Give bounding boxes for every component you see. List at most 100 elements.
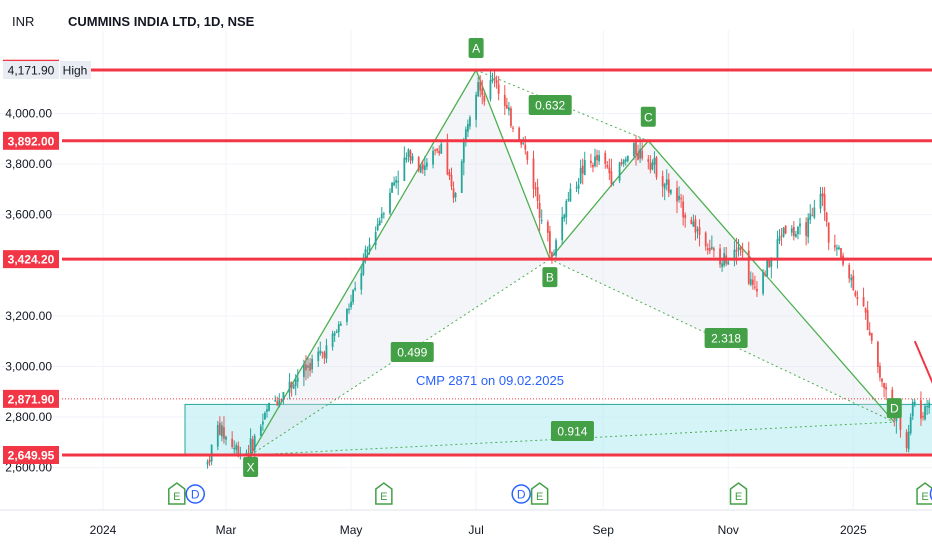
candle-body — [622, 160, 625, 165]
point-b-text: B — [546, 271, 554, 285]
ratio-label-bg — [390, 342, 434, 362]
candle-body — [807, 217, 810, 238]
candle-body — [540, 219, 543, 221]
candle-body — [467, 123, 469, 132]
candle-body — [739, 247, 742, 250]
candle-body — [911, 401, 914, 417]
candle-body — [264, 412, 266, 420]
candle-body — [518, 127, 521, 142]
earnings-marker-text: E — [735, 491, 742, 503]
candle-body — [870, 332, 873, 341]
candle-body — [747, 250, 750, 284]
candle-body — [655, 157, 658, 178]
candle-body — [881, 378, 883, 382]
candle-body — [647, 159, 650, 162]
candle-body — [303, 364, 305, 377]
candle-body — [581, 165, 584, 174]
candle-body — [331, 333, 334, 347]
candle-body — [598, 155, 600, 162]
candle-body — [534, 188, 537, 190]
candle-body — [680, 198, 682, 200]
dividend-marker-text: D — [191, 488, 200, 502]
candle-body — [475, 94, 477, 120]
candle-body — [405, 157, 408, 160]
candle-body — [407, 149, 410, 158]
candle-body — [620, 162, 623, 165]
point-c: C — [640, 106, 656, 127]
candle-body — [450, 175, 453, 187]
candle-body — [409, 150, 412, 161]
candle-body — [460, 161, 463, 193]
candle-body — [770, 259, 773, 267]
candle-body — [223, 427, 225, 439]
point-b-bg — [542, 267, 558, 288]
candle-body — [346, 308, 348, 322]
x-tick-label: 2025 — [840, 523, 867, 537]
candle-body — [913, 401, 916, 404]
candle-body — [288, 381, 291, 393]
candle-body — [676, 187, 678, 202]
candle-body — [491, 78, 494, 82]
candle-body — [438, 150, 441, 154]
candle-body — [350, 301, 352, 308]
candle-body — [282, 391, 285, 400]
x-tick-label: Mar — [216, 523, 237, 537]
candle-body — [417, 157, 420, 171]
candle-body — [694, 219, 697, 233]
candle-body — [610, 171, 613, 185]
candle-body — [259, 426, 262, 436]
y-tick-label: 3,600.00 — [5, 208, 52, 222]
candle-body — [721, 263, 723, 267]
pattern-labels: X A B C D 0.632 0.499 2.318 0.914 CMP 2871 on 09.… — [243, 38, 902, 477]
candle-body — [651, 162, 654, 170]
candle-body — [852, 275, 855, 290]
point-a-text: A — [472, 42, 480, 56]
y-tick-label: 2,600.00 — [5, 461, 52, 475]
price-tag-label: 3,424.20 — [8, 253, 55, 267]
candle-body — [737, 247, 740, 250]
candle-body — [378, 220, 381, 226]
candle-body — [503, 94, 506, 106]
candle-body — [905, 432, 908, 449]
candle-body — [790, 228, 793, 233]
candle-body — [376, 223, 379, 231]
candle-body — [825, 212, 828, 222]
candle-body — [348, 309, 350, 311]
candle-body — [637, 153, 639, 160]
candle-body — [553, 253, 555, 256]
candle-body — [805, 222, 808, 236]
candle-body — [823, 194, 826, 212]
candle-body — [836, 247, 838, 250]
candle-body — [618, 162, 621, 181]
pattern-bcd-fill — [549, 140, 895, 423]
candle-body — [604, 152, 607, 164]
candle-body — [292, 385, 295, 389]
candle-body — [469, 117, 471, 127]
candle-body — [317, 351, 320, 362]
symbol-title[interactable]: CUMMINS INDIA LTD, 1D, NSE — [68, 14, 255, 29]
ratio-label-text: 0.914 — [557, 425, 587, 439]
point-d-bg — [886, 398, 902, 419]
candle-body — [247, 453, 250, 460]
candle-body — [811, 215, 814, 217]
candle-body — [551, 252, 553, 258]
candle-body — [922, 416, 924, 418]
candle-body — [682, 201, 685, 218]
candle-body — [505, 104, 508, 109]
candle-body — [524, 144, 527, 150]
candle-body — [819, 193, 822, 209]
ratio-label-text: 0.499 — [397, 346, 427, 360]
candle-body — [395, 179, 398, 183]
y-axis: 2,600.00 2,800.00 3,000.00 3,200.00 3,600.00… — [3, 59, 91, 475]
candle-body — [926, 406, 928, 408]
candle-body — [309, 363, 311, 371]
candle-body — [856, 296, 859, 300]
candle-body — [440, 143, 443, 154]
earnings-marker-text: E — [173, 491, 180, 503]
candle-body — [512, 127, 514, 129]
candle-body — [296, 377, 299, 382]
candle-body — [606, 164, 609, 168]
candle-body — [274, 400, 277, 402]
candle-body — [596, 154, 598, 161]
